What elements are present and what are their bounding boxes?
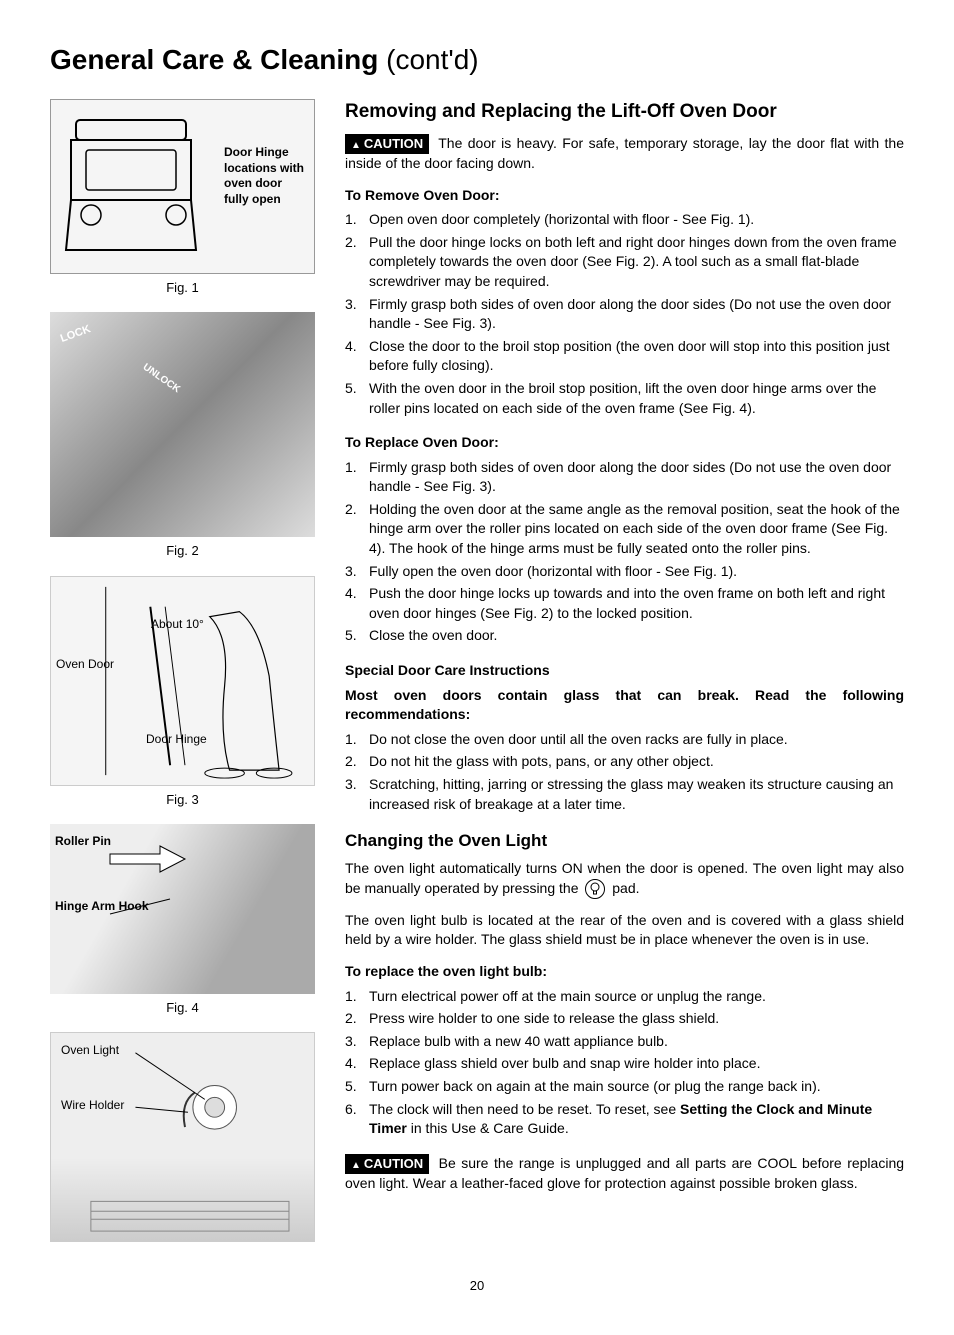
fig5-ovenlight-label: Oven Light <box>61 1043 119 1059</box>
page-number: 20 <box>50 1277 904 1295</box>
list-item: Pull the door hinge locks on both left a… <box>345 233 904 292</box>
list-item: Firmly grasp both sides of oven door alo… <box>345 458 904 497</box>
section2-heading: Changing the Oven Light <box>345 829 904 853</box>
left-column: Door Hinge locations with oven door full… <box>50 99 315 1257</box>
special-intro: Most oven doors contain glass that can b… <box>345 686 904 725</box>
figure-1-image: Door Hinge locations with oven door full… <box>50 99 315 274</box>
list-item: The clock will then need to be reset. To… <box>345 1100 904 1139</box>
fig2-unlock-label: UNLOCK <box>140 361 183 396</box>
list-item: Firmly grasp both sides of oven door alo… <box>345 295 904 334</box>
light-bulb-icon <box>585 879 605 899</box>
remove-steps-list: Open oven door completely (horizontal wi… <box>345 210 904 418</box>
fig3-doorhinge-label: Door Hinge <box>146 732 207 748</box>
fig3-ovendoor-label: Oven Door <box>56 657 114 673</box>
figure-5-block: Oven Light Wire Holder <box>50 1032 315 1242</box>
page-title: General Care & Cleaning (cont'd) <box>50 40 904 79</box>
figure-4-image: Roller Pin Hinge Arm Hook <box>50 824 315 994</box>
special-steps-list: Do not close the oven door until all the… <box>345 730 904 814</box>
figure-3-image: About 10° Oven Door Door Hinge <box>50 576 315 786</box>
caution-badge-icon: CAUTION <box>345 1154 429 1174</box>
figure-4-block: Roller Pin Hinge Arm Hook Fig. 4 <box>50 824 315 1017</box>
right-column: Removing and Replacing the Lift-Off Oven… <box>345 99 904 1257</box>
fig3-sketch <box>51 577 314 785</box>
list-item: Turn power back on again at the main sou… <box>345 1077 904 1097</box>
list-item: Scratching, hitting, jarring or stressin… <box>345 775 904 814</box>
figure-2-image: LOCK UNLOCK <box>50 312 315 537</box>
replace-steps-list: Firmly grasp both sides of oven door alo… <box>345 458 904 646</box>
bulb-steps-list: Turn electrical power off at the main so… <box>345 987 904 1139</box>
list-item: With the oven door in the broil stop pos… <box>345 379 904 418</box>
list-item: Fully open the oven door (horizontal wit… <box>345 562 904 582</box>
list-item: Do not close the oven door until all the… <box>345 730 904 750</box>
section2-caution-para: CAUTION Be sure the range is unplugged a… <box>345 1154 904 1194</box>
fig1-caption: Fig. 1 <box>50 279 315 297</box>
step6-text-a: The clock will then need to be reset. To… <box>369 1101 680 1117</box>
section1-caution-para: CAUTION The door is heavy. For safe, tem… <box>345 134 904 174</box>
fig5-sketch <box>51 1033 314 1241</box>
page-title-light: (cont'd) <box>386 44 479 75</box>
step6-text-b: in this Use & Care Guide. <box>407 1120 569 1136</box>
list-item: Close the oven door. <box>345 626 904 646</box>
fig2-lock-label: LOCK <box>58 322 92 346</box>
figure-5-image: Oven Light Wire Holder <box>50 1032 315 1242</box>
list-item: Holding the oven door at the same angle … <box>345 500 904 559</box>
list-item: Do not hit the glass with pots, pans, or… <box>345 752 904 772</box>
section2-para2: The oven light bulb is located at the re… <box>345 911 904 950</box>
fig3-caption: Fig. 3 <box>50 791 315 809</box>
bulb-replace-subheading: To replace the oven light bulb: <box>345 962 904 982</box>
caution-badge-icon: CAUTION <box>345 134 429 154</box>
fig1-label: Door Hinge locations with oven door full… <box>224 145 309 207</box>
page-title-bold: General Care & Cleaning <box>50 44 378 75</box>
list-item: Replace glass shield over bulb and snap … <box>345 1054 904 1074</box>
figure-1-block: Door Hinge locations with oven door full… <box>50 99 315 297</box>
list-item: Open oven door completely (horizontal wi… <box>345 210 904 230</box>
figure-3-block: About 10° Oven Door Door Hinge Fig. 3 <box>50 576 315 809</box>
remove-subheading: To Remove Oven Door: <box>345 186 904 206</box>
list-item: Push the door hinge locks up towards and… <box>345 584 904 623</box>
fig4-caption: Fig. 4 <box>50 999 315 1017</box>
figure-2-block: LOCK UNLOCK Fig. 2 <box>50 312 315 560</box>
replace-subheading: To Replace Oven Door: <box>345 433 904 453</box>
section1-heading: Removing and Replacing the Lift-Off Oven… <box>345 99 904 126</box>
fig3-about-label: About 10° <box>151 617 204 633</box>
special-subheading: Special Door Care Instructions <box>345 661 904 681</box>
section2-para1b: pad. <box>612 880 639 896</box>
list-item: Close the door to the broil stop positio… <box>345 337 904 376</box>
fig4-arrow-icon <box>50 824 315 994</box>
content-wrapper: Door Hinge locations with oven door full… <box>50 99 904 1257</box>
fig5-wireholder-label: Wire Holder <box>61 1098 124 1114</box>
list-item: Press wire holder to one side to release… <box>345 1009 904 1029</box>
section2-para1: The oven light automatically turns ON wh… <box>345 859 904 899</box>
fig2-caption: Fig. 2 <box>50 542 315 560</box>
list-item: Replace bulb with a new 40 watt applianc… <box>345 1032 904 1052</box>
list-item: Turn electrical power off at the main so… <box>345 987 904 1007</box>
oven-line-drawing <box>61 110 211 265</box>
